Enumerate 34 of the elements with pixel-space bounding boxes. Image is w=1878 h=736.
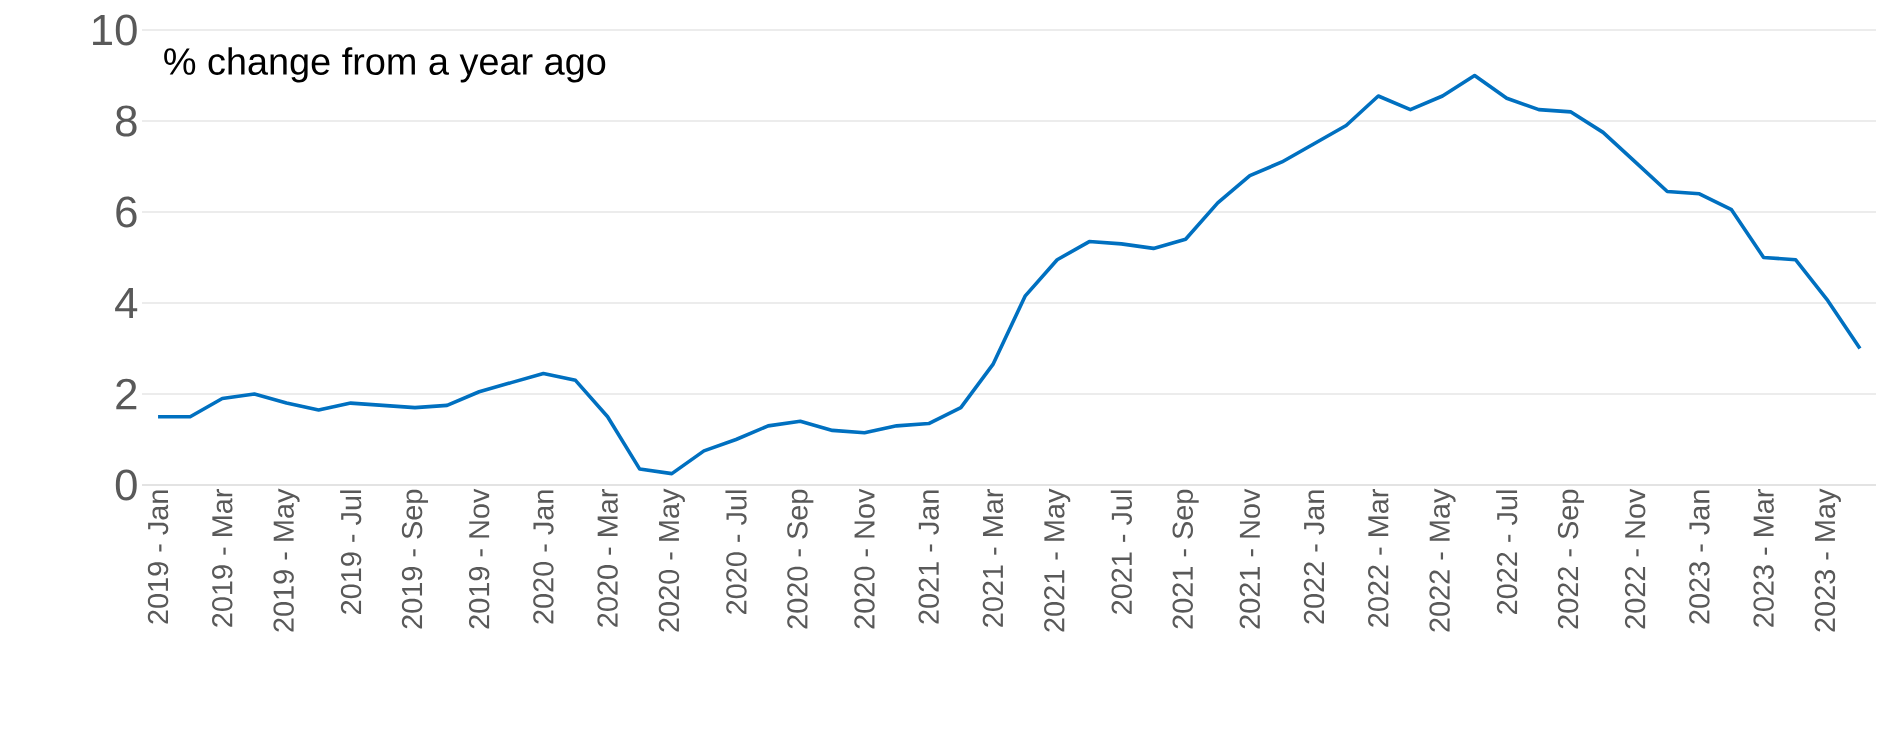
x-tick-label: 2021 - Jul [1110, 490, 1132, 614]
x-tick-label: 2022 - Nov [1624, 488, 1646, 629]
x-tick-label: 2019 - Jan [147, 490, 169, 624]
x-tick-label: 2023 - May [1814, 488, 1841, 632]
x-tick-label: 2019 - May [273, 488, 300, 632]
x-tick-label: 2020 - Jan [533, 490, 554, 624]
x-tick-label: 2021 - Mar [982, 489, 1004, 627]
x-tick-label: 2019 - Mar [212, 489, 233, 627]
x-tick-label: 2022 - May [1429, 488, 1456, 632]
x-tick-label: 2020 - Sep [787, 489, 814, 629]
x-tick-label: 2023 - Jan [1689, 490, 1710, 624]
x-tick-label: 2019 - Sep [401, 489, 429, 629]
x-tick-label: 2021 - Sep [1172, 489, 1199, 629]
x-tick-label: 2020 - Jul [725, 490, 747, 614]
x-tick-label: 2019 - Nov [468, 488, 490, 629]
y-tick-label: 4 [115, 287, 138, 319]
x-tick-label: 2022 - Jul [1496, 490, 1518, 614]
y-tick-label: 6 [116, 196, 137, 228]
x-tick-label: 2021 - May [1044, 488, 1071, 632]
x-tick-label: 2022 - Mar [1368, 489, 1389, 627]
x-tick-label: 2020 - Mar [597, 489, 618, 627]
x-tick-label: 2022 - Jan [1303, 490, 1325, 624]
annotation: % change from a year ago [164, 47, 606, 83]
y-tick-label: 10 [93, 14, 137, 46]
y-tick-label: 8 [116, 105, 137, 137]
x-tick-label: 2020 - May [658, 488, 685, 632]
y-tick-label: 0 [115, 469, 137, 501]
y-tick-label: 2 [116, 378, 137, 410]
x-tick-label: 2021 - Nov [1239, 488, 1261, 629]
x-tick-label: 2023 - Mar [1753, 489, 1774, 627]
x-tick-label: 2022 - Sep [1557, 489, 1585, 629]
x-tick-label: 2021 - Jan [918, 490, 939, 624]
x-tick-label: 2020 - Nov [854, 488, 875, 629]
x-tick-label: 2019 - Jul [340, 490, 362, 614]
